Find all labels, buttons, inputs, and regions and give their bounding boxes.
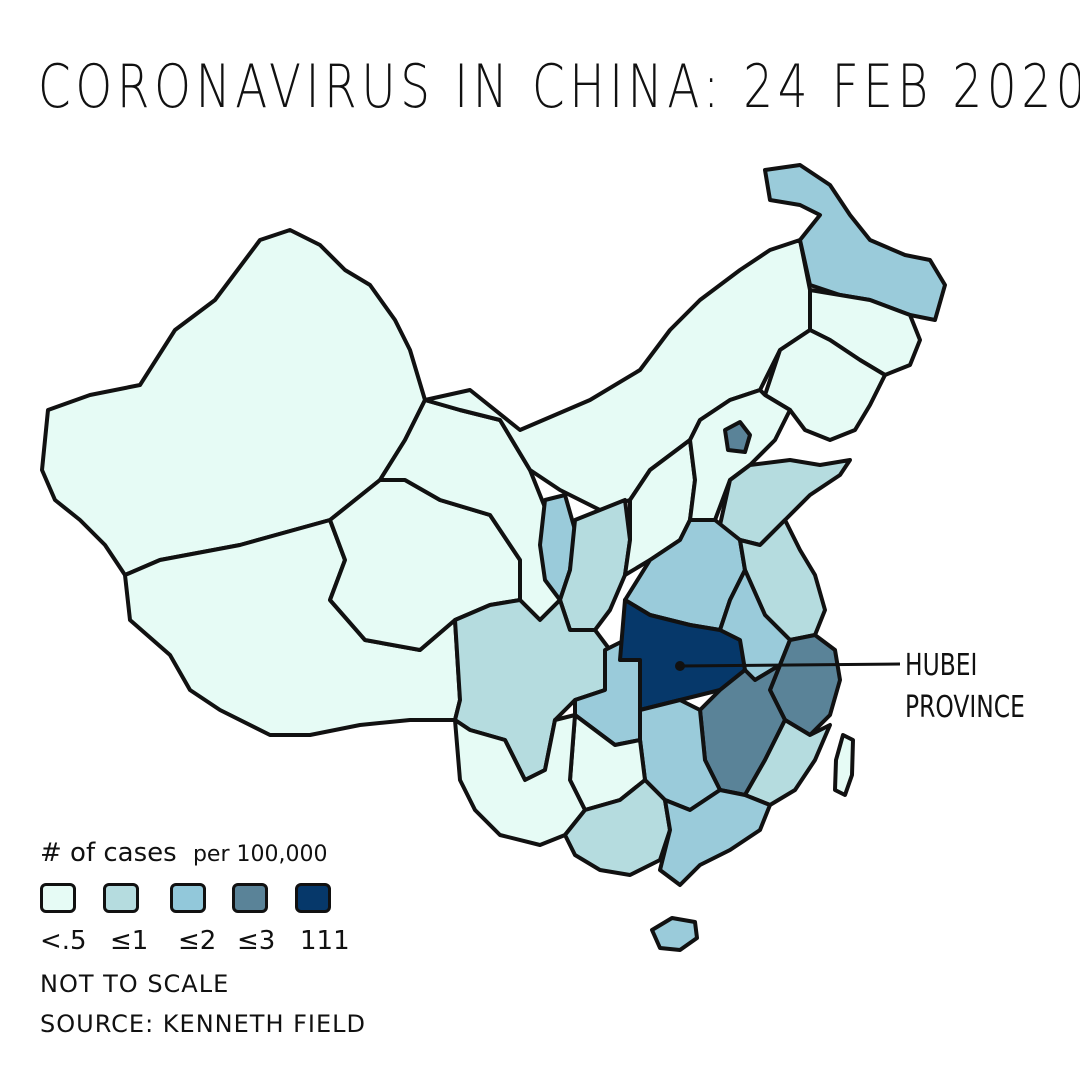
region-heilongjiang xyxy=(763,163,947,322)
scale-note: NOT TO SCALE xyxy=(40,970,230,998)
region-xinjiang xyxy=(40,228,427,577)
legend-title-unit: per 100,000 xyxy=(192,842,328,867)
legend-swatch-4 xyxy=(232,883,268,913)
legend-label-5: 111 xyxy=(300,926,350,956)
legend-label-4: ≤3 xyxy=(237,926,276,956)
legend-title: # of cases per 100,000 xyxy=(40,838,327,868)
region-guangdong xyxy=(658,788,772,887)
hubei-label-line2: PROVINCE xyxy=(905,690,1025,725)
region-yunnan xyxy=(453,713,587,847)
legend-label-2: ≤1 xyxy=(110,926,149,956)
legend-swatch-5 xyxy=(295,883,331,913)
hubei-label-line1: HUBEI xyxy=(905,648,978,683)
region-taiwan xyxy=(833,733,855,797)
region-beijing xyxy=(723,420,752,454)
legend-swatch-2 xyxy=(103,883,139,913)
legend-swatch-3 xyxy=(170,883,206,913)
region-shaanxi xyxy=(558,498,632,632)
legend-title-main: # of cases xyxy=(40,838,177,868)
legend-label-3: ≤2 xyxy=(178,926,217,956)
hubei-callout xyxy=(675,661,901,671)
legend-label-1: <.5 xyxy=(40,926,87,956)
source-note: SOURCE: KENNETH FIELD xyxy=(40,1010,367,1038)
region-hainan xyxy=(650,916,699,952)
legend-swatch-1 xyxy=(40,883,76,913)
region-fujian xyxy=(743,718,832,807)
map-title: CORONAVIRUS IN CHINA: 24 FEB 2020 xyxy=(38,52,1080,122)
